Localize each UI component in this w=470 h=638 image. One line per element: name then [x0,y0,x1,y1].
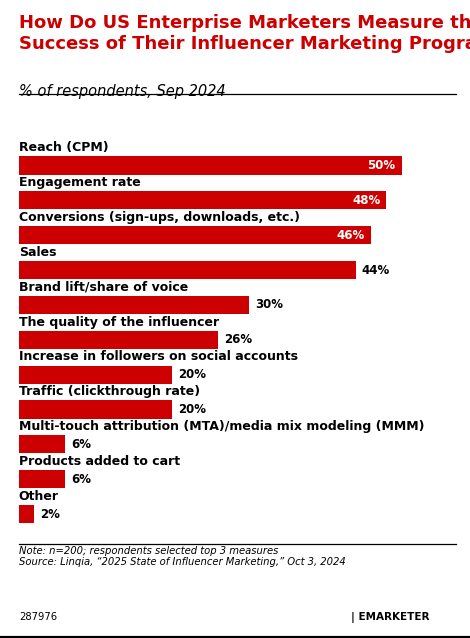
Text: 30%: 30% [255,299,283,311]
Text: Note: n=200; respondents selected top 3 measures: Note: n=200; respondents selected top 3 … [19,546,278,556]
Bar [19,296,249,314]
Text: 6%: 6% [71,473,91,486]
Text: Other: Other [19,490,59,503]
Text: Reach (CPM): Reach (CPM) [19,141,109,154]
Text: 26%: 26% [224,333,252,346]
Bar [19,330,218,349]
Text: 20%: 20% [178,403,206,416]
Text: Increase in followers on social accounts: Increase in followers on social accounts [19,350,298,364]
Text: The quality of the influencer: The quality of the influencer [19,316,219,329]
Text: Conversions (sign-ups, downloads, etc.): Conversions (sign-ups, downloads, etc.) [19,211,300,224]
Text: 44%: 44% [362,263,390,276]
Text: EM: EM [308,611,331,624]
Text: Sales: Sales [19,246,56,259]
Bar [19,261,356,279]
Text: Brand lift/share of voice: Brand lift/share of voice [19,281,188,293]
Text: 46%: 46% [337,228,365,242]
Bar [19,226,371,244]
Text: | EMARKETER: | EMARKETER [351,612,430,623]
Text: 48%: 48% [352,194,380,207]
Text: Products added to cart: Products added to cart [19,455,180,468]
Bar [19,470,65,488]
Text: % of respondents, Sep 2024: % of respondents, Sep 2024 [19,84,226,100]
Bar [19,435,65,454]
Text: 6%: 6% [71,438,91,451]
Bar [19,156,402,175]
Text: Multi-touch attribution (MTA)/media mix modeling (MMM): Multi-touch attribution (MTA)/media mix … [19,420,424,433]
Bar [19,401,172,419]
Text: Engagement rate: Engagement rate [19,176,141,189]
Bar [19,366,172,383]
Text: Traffic (clickthrough rate): Traffic (clickthrough rate) [19,385,200,398]
Text: 287976: 287976 [19,612,57,622]
Text: Source: Linqia, “2025 State of Influencer Marketing,” Oct 3, 2024: Source: Linqia, “2025 State of Influence… [19,557,345,567]
Bar [19,505,34,523]
Text: 50%: 50% [368,159,396,172]
Text: How Do US Enterprise Marketers Measure the
Success of Their Influencer Marketing: How Do US Enterprise Marketers Measure t… [19,14,470,53]
Bar [19,191,386,209]
Text: 2%: 2% [40,507,60,521]
Text: 20%: 20% [178,368,206,381]
